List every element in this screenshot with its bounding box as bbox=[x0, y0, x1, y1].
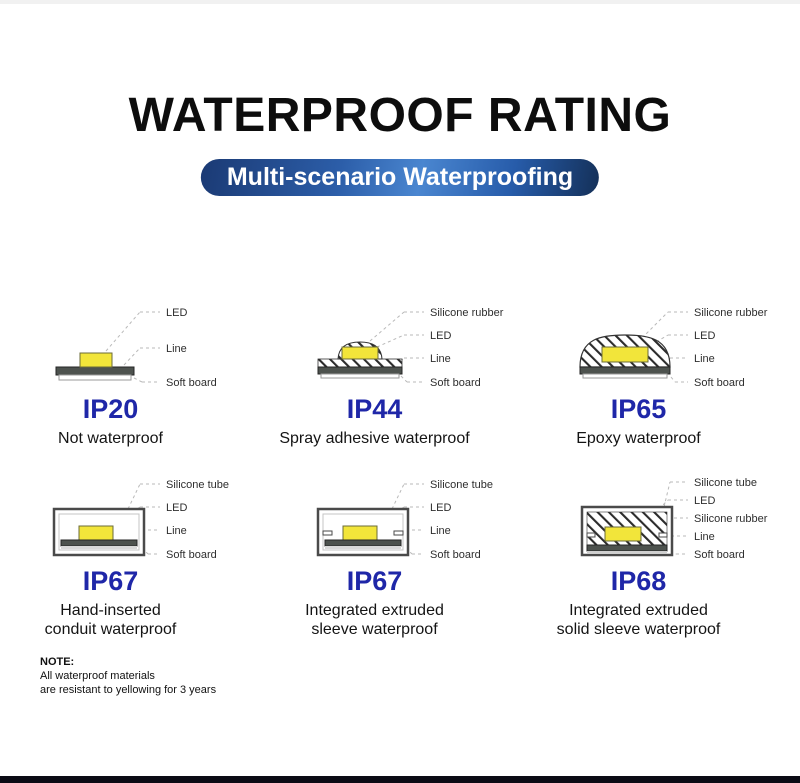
soft-board-rect bbox=[587, 551, 667, 554]
right-tab bbox=[658, 532, 668, 538]
rating-cell-ip67-conduit: Silicone tube LED Line Soft board IP67 H… bbox=[6, 450, 270, 639]
component-label: Silicone rubber bbox=[430, 307, 504, 319]
ip67-sleeve-diagram: Silicone tube LED Line Soft board bbox=[316, 479, 493, 561]
rating-cell-ip20: LED Line Soft board IP20 Not waterproof bbox=[6, 278, 270, 448]
component-label: Soft board bbox=[166, 549, 217, 561]
note-line: are resistant to yellowing for 3 years bbox=[40, 684, 217, 696]
component-label: Line bbox=[694, 531, 715, 543]
ip-rating: IP67 bbox=[82, 566, 139, 596]
rating-cell-ip65: Silicone rubber LED Line Soft board IP65… bbox=[534, 278, 798, 448]
component-label: Silicone tube bbox=[694, 477, 757, 489]
rating-description: Integrated extruded sleeve waterproof bbox=[305, 602, 444, 638]
led-rect bbox=[601, 346, 649, 363]
component-label: Silicone tube bbox=[430, 479, 493, 491]
rating-description: Hand-inserted conduit waterproof bbox=[44, 602, 177, 638]
led-rect bbox=[78, 525, 114, 541]
rating-description: Epoxy waterproof bbox=[576, 430, 701, 447]
component-label: LED bbox=[430, 330, 451, 342]
subtitle-badge: Multi-scenario Waterproofing bbox=[200, 159, 600, 196]
component-label: Line bbox=[430, 525, 451, 537]
component-label: Line bbox=[166, 343, 187, 355]
led-rect bbox=[341, 346, 379, 360]
line-board-rect bbox=[60, 539, 138, 547]
component-label: Silicone tube bbox=[166, 479, 229, 491]
line-board-rect bbox=[579, 366, 671, 375]
rating-cell-ip68: Silicone tube LED Silicone rubber Line S… bbox=[534, 450, 798, 639]
rating-description: Integrated extruded solid sleeve waterpr… bbox=[556, 602, 721, 638]
component-label: Line bbox=[694, 353, 715, 365]
component-label: LED bbox=[694, 495, 715, 507]
rating-cell-ip44: Silicone rubber LED Line Soft board IP44… bbox=[270, 278, 534, 448]
ip20-strip-diagram: LED Line Soft board bbox=[55, 307, 217, 389]
rating-grid-row-1: LED Line Soft board IP20 Not waterproof bbox=[6, 278, 798, 448]
left-tab bbox=[322, 530, 333, 536]
top-divider bbox=[0, 0, 800, 4]
component-label: LED bbox=[166, 502, 187, 514]
component-label: Silicone rubber bbox=[694, 307, 768, 319]
rating-cell-ip67-sleeve: Silicone tube LED Line Soft board IP67 I… bbox=[270, 450, 534, 639]
component-label: Soft board bbox=[166, 377, 217, 389]
ip-rating: IP44 bbox=[346, 394, 403, 424]
ip-rating: IP67 bbox=[346, 566, 403, 596]
page-title: WATERPROOF RATING bbox=[128, 89, 672, 142]
ip65-strip-diagram: Silicone rubber LED Line Soft board bbox=[579, 307, 768, 389]
ip67-conduit-diagram: Silicone tube LED Line Soft board bbox=[52, 479, 229, 561]
ip-rating: IP20 bbox=[82, 394, 139, 424]
soft-board-rect bbox=[61, 546, 137, 549]
soft-board-rect bbox=[58, 374, 132, 381]
note-line: All waterproof materials bbox=[40, 670, 155, 682]
component-label: LED bbox=[166, 307, 187, 319]
ip-rating: IP65 bbox=[610, 394, 667, 424]
component-label: Line bbox=[166, 525, 187, 537]
component-label: Soft board bbox=[430, 549, 481, 561]
rating-description: Not waterproof bbox=[58, 430, 163, 447]
component-label: Soft board bbox=[694, 549, 745, 561]
ip68-solid-sleeve-diagram: Silicone tube LED Silicone rubber Line S… bbox=[580, 477, 768, 561]
soft-board-rect bbox=[325, 546, 401, 549]
right-tab bbox=[393, 530, 404, 536]
led-rect bbox=[342, 525, 378, 541]
soft-board-rect bbox=[582, 373, 668, 379]
tube-inner-wall bbox=[58, 513, 140, 551]
ip-rating: IP68 bbox=[610, 566, 667, 596]
component-label: Silicone rubber bbox=[694, 513, 768, 525]
ip44-strip-diagram: Silicone rubber LED Line Soft board bbox=[317, 307, 504, 389]
line-board-rect bbox=[317, 366, 403, 375]
soft-board-rect bbox=[320, 373, 400, 379]
leader-lines bbox=[105, 311, 160, 383]
led-rect bbox=[79, 352, 113, 368]
component-label: Line bbox=[430, 353, 451, 365]
footer-bar bbox=[0, 776, 800, 783]
line-board-rect bbox=[55, 366, 135, 376]
component-label: LED bbox=[430, 502, 451, 514]
line-board-rect bbox=[324, 539, 402, 547]
component-label: Soft board bbox=[694, 377, 745, 389]
rating-description: Spray adhesive waterproof bbox=[279, 430, 470, 447]
led-rect bbox=[604, 526, 642, 542]
component-label: LED bbox=[694, 330, 715, 342]
adhesive-layer-rect bbox=[317, 358, 403, 368]
note-block: NOTE: All waterproof materials are resis… bbox=[40, 655, 216, 697]
component-label: Soft board bbox=[430, 377, 481, 389]
line-board-rect bbox=[586, 544, 668, 552]
note-heading: NOTE: bbox=[40, 656, 75, 668]
rating-grid-row-2: Silicone tube LED Line Soft board IP67 H… bbox=[6, 450, 798, 639]
left-tab bbox=[586, 532, 596, 538]
